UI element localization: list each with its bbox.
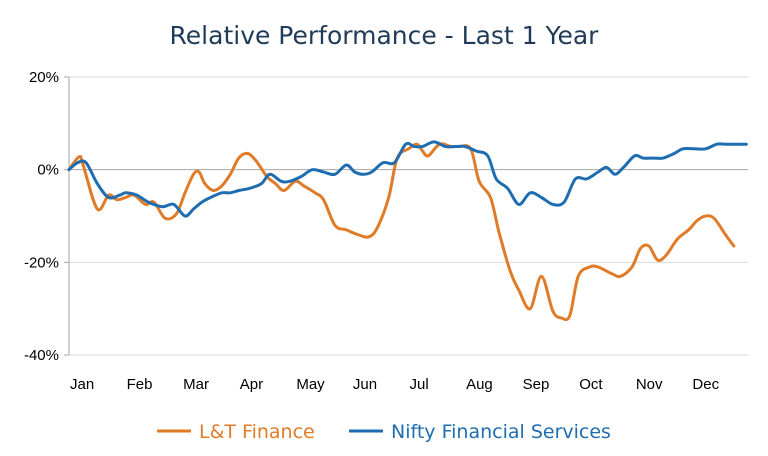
axes (64, 76, 748, 356)
x-tick-label: Mar (183, 376, 209, 393)
x-tick-label: Jun (353, 376, 377, 393)
x-tick-label: Feb (127, 376, 153, 393)
x-tick-label: Oct (579, 376, 603, 393)
x-tick-label: Jan (70, 376, 94, 393)
series-line-nifty-financial-services (67, 140, 748, 218)
x-tick-label: Aug (466, 376, 493, 393)
y-tick-label: 20% (29, 69, 59, 86)
legend: L&T Finance Nifty Financial Services (157, 421, 611, 443)
x-tick-label: Nov (636, 376, 663, 393)
x-tick-label: May (296, 376, 325, 393)
series-line-l-t-finance (67, 142, 736, 322)
gridlines (69, 76, 748, 356)
legend-label: L&T Finance (199, 421, 315, 443)
x-axis-ticks: Jan Feb Mar Apr May Jun Jul Aug Sep Oct Nov Dec (70, 376, 720, 393)
x-tick-label: Jul (410, 376, 429, 393)
x-tick-label: Apr (240, 376, 263, 393)
legend-label: Nifty Financial Services (391, 421, 611, 443)
y-tick-label: 0% (37, 162, 59, 179)
x-tick-label: Dec (692, 376, 719, 393)
y-tick-label: -40% (24, 347, 59, 364)
series-lines (67, 140, 748, 322)
chart-title: Relative Performance - Last 1 Year (170, 21, 600, 50)
y-tick-label: -20% (24, 254, 59, 271)
x-tick-label: Sep (523, 376, 550, 393)
y-axis-ticks: 20% 0% -20% -40% (24, 69, 59, 364)
